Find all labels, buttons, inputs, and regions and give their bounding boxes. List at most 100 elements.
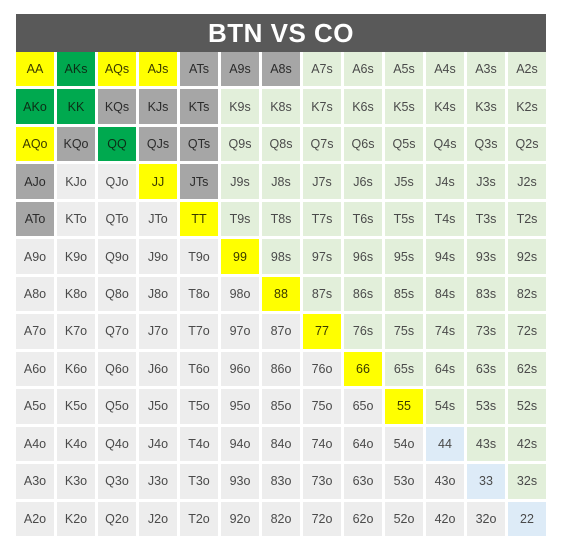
hand-cell: 77 bbox=[303, 314, 341, 349]
hand-cell: QTs bbox=[180, 126, 218, 162]
hand-cell: 52s bbox=[508, 389, 546, 424]
hand-cell: 82o bbox=[262, 501, 300, 536]
hand-cell: T5s bbox=[385, 201, 423, 237]
hand-cell: 92s bbox=[508, 239, 546, 274]
hand-cell: 92o bbox=[221, 501, 259, 536]
hand-cell: K3o bbox=[57, 464, 95, 499]
hand-cell: J4s bbox=[426, 164, 464, 199]
hand-cell: 83s bbox=[467, 276, 505, 312]
hand-cell: Q5s bbox=[385, 126, 423, 162]
hand-cell: J2s bbox=[508, 164, 546, 199]
hand-cell: J8o bbox=[139, 276, 177, 312]
hand-cell: 95o bbox=[221, 389, 259, 424]
hand-cell: 87o bbox=[262, 314, 300, 349]
hand-cell: T6s bbox=[344, 201, 382, 237]
hand-cell: K3s bbox=[467, 89, 505, 124]
hand-cell: JTo bbox=[139, 201, 177, 237]
hand-cell: 65s bbox=[385, 351, 423, 387]
hand-cell: 83o bbox=[262, 464, 300, 499]
hand-cell: JJ bbox=[139, 164, 177, 199]
hand-cell: 54s bbox=[426, 389, 464, 424]
hand-cell: A4s bbox=[426, 52, 464, 87]
hand-cell: T2o bbox=[180, 501, 218, 536]
hand-cell: QTo bbox=[98, 201, 136, 237]
hand-cell: J9o bbox=[139, 239, 177, 274]
hand-cell: 64o bbox=[344, 426, 382, 462]
hand-cell: K2s bbox=[508, 89, 546, 124]
hand-cell: 32s bbox=[508, 464, 546, 499]
hand-cell: T2s bbox=[508, 201, 546, 237]
hand-cell: 98s bbox=[262, 239, 300, 274]
hand-cell: 53o bbox=[385, 464, 423, 499]
hand-cell: 84o bbox=[262, 426, 300, 462]
hand-cell: K4o bbox=[57, 426, 95, 462]
hand-cell: J7s bbox=[303, 164, 341, 199]
hand-cell: 65o bbox=[344, 389, 382, 424]
hand-cell: T8o bbox=[180, 276, 218, 312]
hand-cell: 96s bbox=[344, 239, 382, 274]
hand-cell: A7o bbox=[16, 314, 54, 349]
hand-cell: T5o bbox=[180, 389, 218, 424]
hand-cell: 93s bbox=[467, 239, 505, 274]
hand-cell: 97s bbox=[303, 239, 341, 274]
hand-cell: A2s bbox=[508, 52, 546, 87]
hand-cell: Q9s bbox=[221, 126, 259, 162]
hand-cell: 53s bbox=[467, 389, 505, 424]
hand-cell: 84s bbox=[426, 276, 464, 312]
hand-cell: 44 bbox=[426, 426, 464, 462]
hand-cell: 94o bbox=[221, 426, 259, 462]
hand-cell: Q6o bbox=[98, 351, 136, 387]
hand-cell: K6s bbox=[344, 89, 382, 124]
hand-cell: T7s bbox=[303, 201, 341, 237]
hand-cell: Q8s bbox=[262, 126, 300, 162]
hand-cell: QJs bbox=[139, 126, 177, 162]
hand-cell: K4s bbox=[426, 89, 464, 124]
hand-cell: 43s bbox=[467, 426, 505, 462]
hand-cell: A9o bbox=[16, 239, 54, 274]
hand-cell: T3s bbox=[467, 201, 505, 237]
hand-cell: A6o bbox=[16, 351, 54, 387]
hand-cell: T6o bbox=[180, 351, 218, 387]
hand-cell: Q8o bbox=[98, 276, 136, 312]
hand-cell: 85s bbox=[385, 276, 423, 312]
hand-cell: KJo bbox=[57, 164, 95, 199]
hand-cell: Q3o bbox=[98, 464, 136, 499]
hand-cell: Q2s bbox=[508, 126, 546, 162]
hand-cell: 55 bbox=[385, 389, 423, 424]
hand-cell: K9s bbox=[221, 89, 259, 124]
hand-cell: KQo bbox=[57, 126, 95, 162]
hand-cell: 94s bbox=[426, 239, 464, 274]
hand-cell: Q5o bbox=[98, 389, 136, 424]
hand-cell: K6o bbox=[57, 351, 95, 387]
hand-cell: 93o bbox=[221, 464, 259, 499]
hand-cell: K9o bbox=[57, 239, 95, 274]
hand-cell: 52o bbox=[385, 501, 423, 536]
hand-cell: 62o bbox=[344, 501, 382, 536]
hand-cell: AJs bbox=[139, 52, 177, 87]
hand-cell: 96o bbox=[221, 351, 259, 387]
hand-cell: 75s bbox=[385, 314, 423, 349]
hand-cell: A7s bbox=[303, 52, 341, 87]
hand-cell: T9o bbox=[180, 239, 218, 274]
hand-cell: 98o bbox=[221, 276, 259, 312]
hand-cell: K7o bbox=[57, 314, 95, 349]
hand-cell: J8s bbox=[262, 164, 300, 199]
hand-cell: A8s bbox=[262, 52, 300, 87]
hand-cell: J3s bbox=[467, 164, 505, 199]
hand-cell: Q4s bbox=[426, 126, 464, 162]
hand-cell: A6s bbox=[344, 52, 382, 87]
hand-cell: A2o bbox=[16, 501, 54, 536]
hand-cell: Q2o bbox=[98, 501, 136, 536]
hand-cell: 75o bbox=[303, 389, 341, 424]
hand-cell: Q9o bbox=[98, 239, 136, 274]
chart-title-bar: BTN VS CO bbox=[16, 14, 546, 52]
hand-cell: QQ bbox=[98, 126, 136, 162]
hand-cell: 22 bbox=[508, 501, 546, 536]
hand-cell: J6o bbox=[139, 351, 177, 387]
hand-cell: AQs bbox=[98, 52, 136, 87]
hand-cell: J7o bbox=[139, 314, 177, 349]
hand-cell: 76s bbox=[344, 314, 382, 349]
hand-cell: AKs bbox=[57, 52, 95, 87]
hand-cell: 63o bbox=[344, 464, 382, 499]
